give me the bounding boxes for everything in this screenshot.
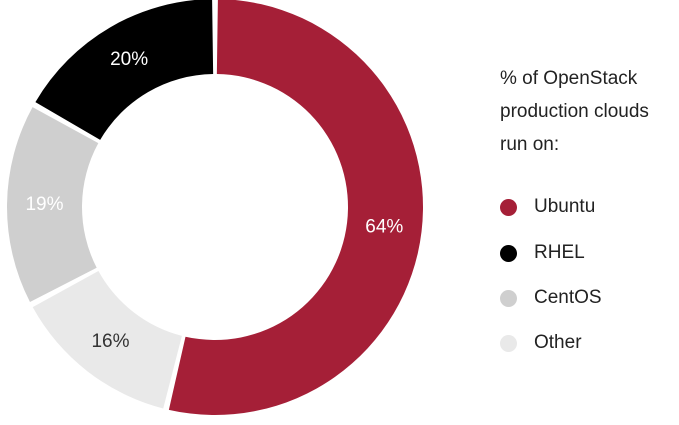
legend-label-centos: CentOS xyxy=(534,287,602,308)
legend-title-line-3: run on: xyxy=(500,134,560,155)
legend-label-ubuntu: Ubuntu xyxy=(534,196,596,217)
legend-label-rhel: RHEL xyxy=(534,242,585,263)
slice-label-rhel: 20% xyxy=(110,49,148,70)
legend-title: % of OpenStack production clouds run on: xyxy=(500,62,675,161)
legend-swatch-rhel xyxy=(500,244,517,262)
legend-title-line-2: production clouds xyxy=(500,101,649,122)
legend-item-rhel: RHEL xyxy=(500,240,585,266)
donut-chart: 64% 16% 19% 20% xyxy=(6,0,423,415)
legend-swatch-other xyxy=(500,334,517,352)
legend-swatch-centos xyxy=(500,289,517,307)
slice-rhel xyxy=(35,0,214,140)
legend-item-ubuntu: Ubuntu xyxy=(500,194,595,220)
slice-centos xyxy=(6,107,99,303)
slice-ubuntu xyxy=(168,0,423,415)
legend-item-other: Other xyxy=(500,330,582,356)
legend-label-other: Other xyxy=(534,332,582,353)
slice-label-other: 16% xyxy=(91,331,129,352)
legend-title-line-1: % of OpenStack xyxy=(500,68,638,89)
legend-swatch-ubuntu xyxy=(500,198,517,216)
legend-item-centos: CentOS xyxy=(500,285,602,311)
slice-label-ubuntu: 64% xyxy=(365,217,403,238)
slice-other xyxy=(32,271,182,409)
slice-label-centos: 19% xyxy=(25,194,63,215)
